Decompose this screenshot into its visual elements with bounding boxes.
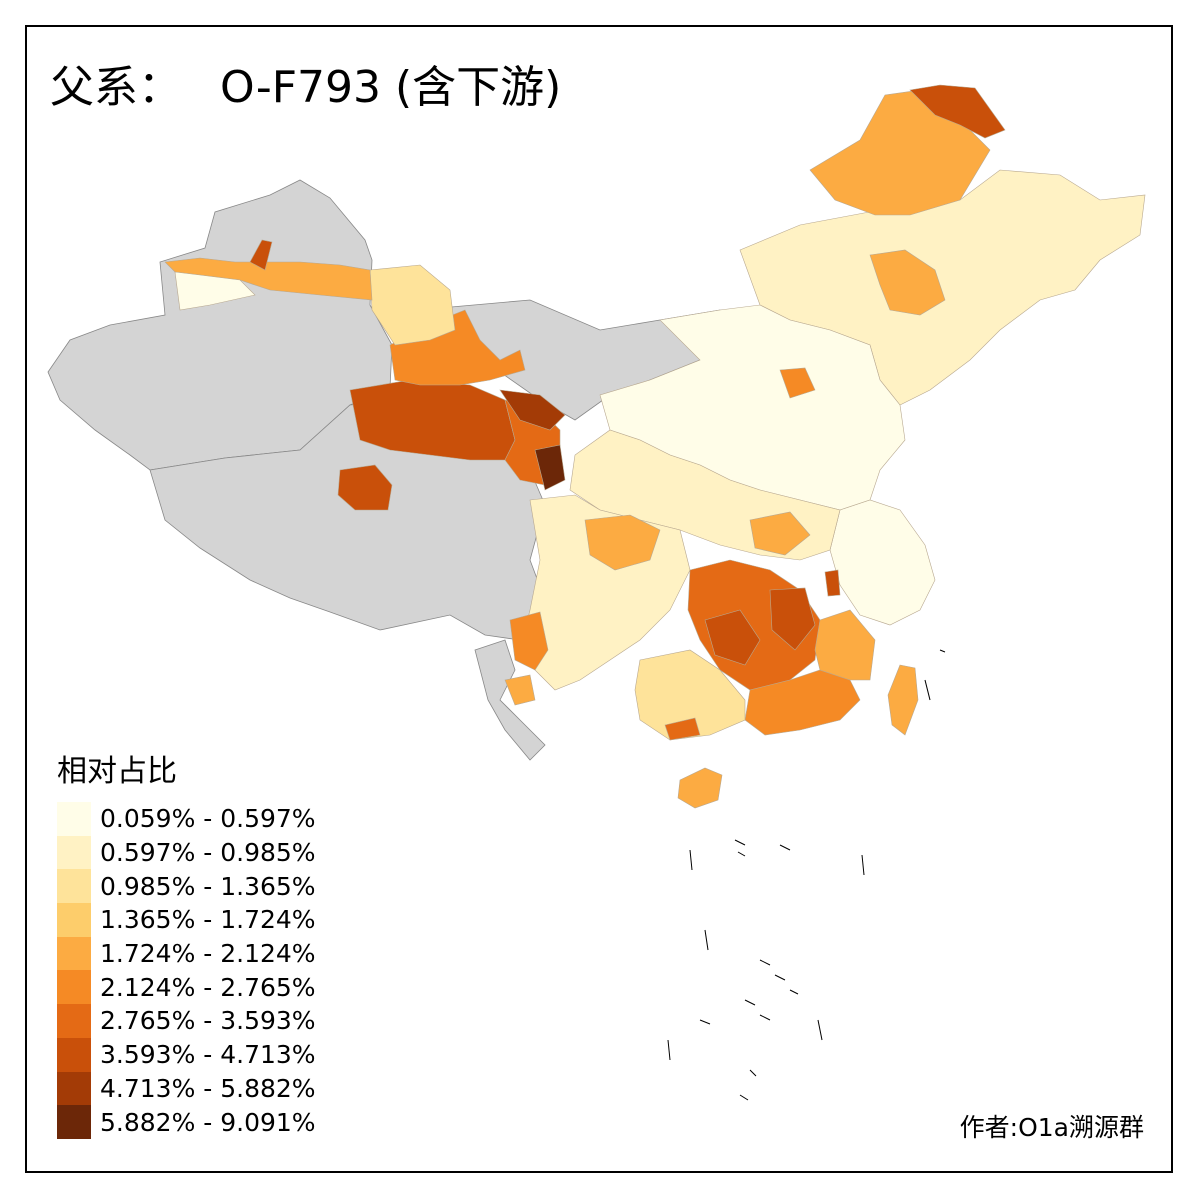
legend-item: 1.724% - 2.124% (57, 936, 316, 971)
legend-swatch (57, 1037, 91, 1072)
region-jiangxi-core (769, 587, 816, 651)
legend-label: 0.597% - 0.985% (100, 838, 316, 868)
map-frame (25, 25, 1173, 1173)
map-title: 父系： O-F793 (含下游) (50, 58, 561, 118)
legend-item: 0.059% - 0.597% (57, 802, 316, 836)
region-gansu-east (534, 444, 566, 491)
region-fujian (814, 609, 876, 681)
region-sichuan-orange (584, 514, 661, 571)
region-yunnan-south (504, 674, 536, 706)
legend-swatch (57, 1004, 91, 1038)
legend-label: 1.724% - 2.124% (100, 939, 316, 969)
region-guangxi (634, 649, 746, 741)
region-zhejiang-spot (824, 569, 841, 597)
legend-item: 0.985% - 1.365% (57, 869, 316, 904)
legend-swatch (57, 903, 91, 937)
region-hunan-core (704, 609, 761, 666)
region-xinjiang-north (369, 264, 456, 346)
region-yunnan-orange (509, 611, 549, 671)
legend-swatch (57, 1105, 91, 1139)
region-xinjiang-ili (174, 271, 256, 311)
region-east-china (829, 499, 936, 626)
legend-item: 3.593% - 4.713% (57, 1037, 316, 1072)
legend-swatch (57, 869, 91, 904)
legend-item: 2.765% - 3.593% (57, 1004, 316, 1038)
region-hainan (677, 767, 723, 809)
legend-item: 2.124% - 2.765% (57, 970, 316, 1005)
legend-item: 5.882% - 9.091% (57, 1105, 316, 1139)
legend-swatch (57, 802, 91, 836)
legend-label: 2.124% - 2.765% (100, 972, 316, 1002)
region-guangdong (744, 669, 861, 736)
region-guangxi-south (664, 717, 701, 741)
legend-title: 相对占比 (57, 754, 177, 789)
legend-swatch (57, 936, 91, 971)
legend-label: 0.985% - 1.365% (100, 871, 316, 901)
legend-item: 4.713% - 5.882% (57, 1071, 316, 1106)
legend-label: 1.365% - 1.724% (100, 905, 316, 935)
legend-swatch (57, 835, 91, 870)
legend-label: 2.765% - 3.593% (100, 1006, 316, 1036)
region-yunnan-west-nodata (474, 639, 546, 761)
south-china-sea-islands (667, 649, 946, 1101)
region-heilongjiang-west (809, 87, 991, 216)
legend-label: 3.593% - 4.713% (100, 1040, 316, 1070)
region-henan-orange (749, 511, 811, 556)
data-regions (164, 84, 1146, 809)
region-xinjiang-nodata (47, 179, 393, 471)
region-shandong-orange (779, 367, 816, 399)
region-gansu-north (499, 389, 566, 431)
legend-item: 0.597% - 0.985% (57, 835, 316, 870)
region-tibet-spot (337, 464, 393, 511)
legend: 相对占比 0.059% - 0.597% 0.597% - 0.985% 0.9… (57, 752, 316, 1139)
author-credit: 作者:O1a溯源群 (959, 1113, 1144, 1142)
region-heilongjiang-north (909, 84, 1006, 139)
legend-swatch (57, 1071, 91, 1106)
legend-label: 0.059% - 0.597% (100, 804, 316, 834)
legend-label: 5.882% - 9.091% (100, 1107, 316, 1137)
legend-item: 1.365% - 1.724% (57, 903, 316, 937)
region-xinjiang-spot (249, 239, 273, 271)
region-taiwan (887, 664, 919, 736)
legend-label: 4.713% - 5.882% (100, 1073, 316, 1103)
legend-swatch (57, 970, 91, 1005)
title-lineage: O-F793 (含下游) (220, 62, 562, 113)
region-innermongolia-central (869, 249, 946, 316)
title-prefix: 父系： (50, 62, 182, 113)
